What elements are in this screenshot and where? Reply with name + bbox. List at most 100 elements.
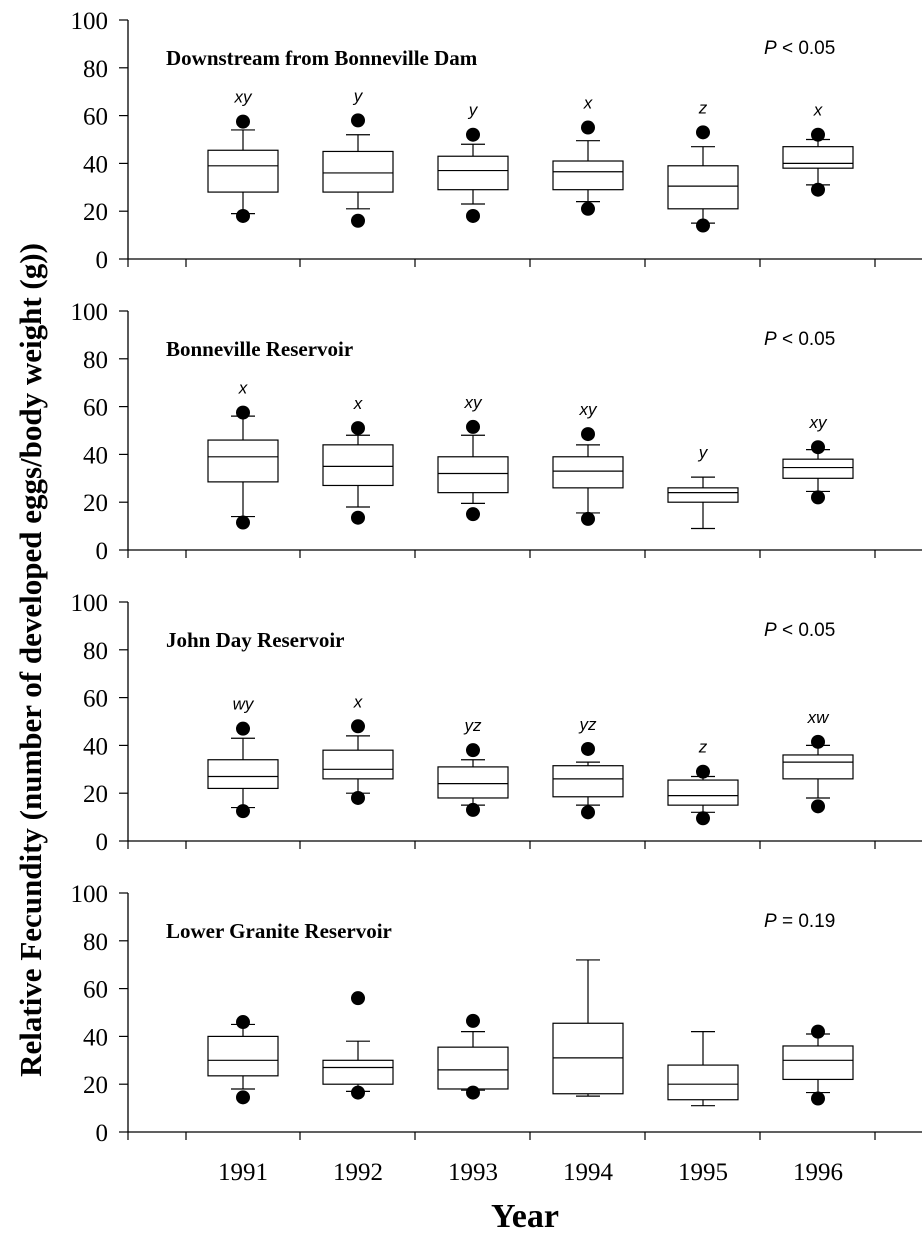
- p-value: P < 0.05: [764, 329, 835, 350]
- outlier-point: [466, 127, 480, 142]
- significance-letter: yz: [579, 715, 598, 734]
- box-1993: [437, 1013, 509, 1100]
- outlier-point: [696, 764, 710, 779]
- y-tick-label: 100: [71, 881, 109, 908]
- outlier-point: [581, 120, 595, 135]
- p-value-symbol: P: [764, 620, 777, 641]
- y-tick-label: 40: [83, 442, 108, 469]
- box-1996: x: [782, 101, 854, 197]
- outlier-point: [811, 1024, 825, 1039]
- x-tick-label: 1993: [448, 1159, 498, 1186]
- outlier-point: [351, 719, 365, 734]
- y-tick-label: 0: [96, 1120, 109, 1147]
- y-tick-label: 20: [83, 781, 108, 808]
- outlier-point: [351, 790, 365, 805]
- p-value-symbol: P: [764, 911, 777, 932]
- panel-title: John Day Reservoir: [166, 628, 344, 652]
- iqr-box: [782, 458, 854, 479]
- iqr-box: [437, 766, 509, 799]
- significance-letter: z: [698, 98, 708, 117]
- outlier-point: [351, 213, 365, 228]
- significance-letter: x: [813, 101, 823, 120]
- box-1991: xy: [207, 88, 279, 223]
- panel-title: Lower Granite Reservoir: [166, 919, 392, 943]
- iqr-box: [667, 1064, 739, 1101]
- outlier-point: [351, 1085, 365, 1100]
- significance-letter: y: [698, 443, 709, 462]
- iqr-box: [322, 150, 394, 193]
- y-tick-label: 20: [83, 199, 108, 226]
- y-tick-label: 80: [83, 638, 108, 665]
- iqr-box: [437, 155, 509, 191]
- iqr-box: [782, 1045, 854, 1081]
- y-tick-label: 100: [71, 299, 109, 326]
- outlier-point: [466, 507, 480, 522]
- outlier-point: [236, 1090, 250, 1105]
- y-tick-label: 40: [83, 151, 108, 178]
- p-value-text: = 0.19: [777, 911, 836, 932]
- iqr-box: [437, 1046, 509, 1090]
- iqr-box: [552, 765, 624, 798]
- outlier-point: [236, 804, 250, 819]
- y-axis-label: Relative Fecundity (number of developed …: [13, 243, 48, 1077]
- p-value-text: < 0.05: [777, 329, 836, 350]
- iqr-box: [207, 149, 279, 193]
- iqr-box: [782, 146, 854, 169]
- significance-letter: x: [583, 94, 593, 113]
- significance-letter: xw: [807, 708, 831, 727]
- significance-letter: xy: [464, 393, 484, 412]
- iqr-box: [437, 456, 509, 494]
- p-value-text: < 0.05: [777, 620, 836, 641]
- y-tick-label: 80: [83, 56, 108, 83]
- outlier-point: [466, 802, 480, 817]
- outlier-point: [696, 218, 710, 233]
- y-tick-label: 0: [96, 829, 109, 856]
- box-1994: yz: [552, 715, 624, 820]
- box-1993: xy: [437, 393, 509, 522]
- iqr-box: [667, 165, 739, 210]
- box-1996: xy: [782, 413, 854, 505]
- box-1993: yz: [437, 716, 509, 817]
- box-1996: xw: [782, 708, 854, 814]
- y-tick-label: 80: [83, 347, 108, 374]
- y-tick-label: 20: [83, 490, 108, 517]
- box-1992: x: [322, 394, 394, 525]
- box-1995: z: [667, 738, 739, 826]
- significance-letter: xy: [234, 88, 254, 107]
- p-value: P < 0.05: [764, 38, 835, 59]
- outlier-point: [811, 734, 825, 749]
- y-tick-label: 100: [71, 8, 109, 35]
- iqr-box: [782, 754, 854, 780]
- panel-title: Downstream from Bonneville Dam: [166, 46, 478, 70]
- p-value-text: < 0.05: [777, 38, 836, 59]
- iqr-box: [322, 444, 394, 487]
- significance-letter: z: [698, 738, 708, 757]
- box-1992: y: [322, 86, 394, 228]
- outlier-point: [811, 799, 825, 814]
- x-tick-label: 1994: [563, 1159, 614, 1186]
- iqr-box: [667, 487, 739, 503]
- y-tick-label: 0: [96, 538, 109, 565]
- outlier-point: [581, 741, 595, 756]
- outlier-point: [811, 127, 825, 142]
- p-value: P = 0.19: [764, 911, 835, 932]
- p-value-symbol: P: [764, 38, 777, 59]
- outlier-point: [466, 208, 480, 223]
- outlier-point: [581, 427, 595, 442]
- box-1993: y: [437, 101, 509, 223]
- iqr-box: [552, 456, 624, 489]
- y-tick-label: 20: [83, 1072, 108, 1099]
- significance-letter: x: [238, 379, 248, 398]
- p-value-symbol: P: [764, 329, 777, 350]
- outlier-point: [236, 721, 250, 736]
- box-1991: wy: [207, 695, 279, 819]
- outlier-point: [466, 419, 480, 434]
- outlier-point: [236, 114, 250, 129]
- y-tick-label: 40: [83, 1024, 108, 1051]
- panel-3: 0 20 40 60 80 100 John Day Reservoir P < 0.05 wy…: [71, 590, 922, 856]
- y-tick-label: 60: [83, 686, 108, 713]
- iqr-box: [207, 439, 279, 483]
- significance-letter: y: [353, 86, 364, 105]
- iqr-box: [552, 160, 624, 191]
